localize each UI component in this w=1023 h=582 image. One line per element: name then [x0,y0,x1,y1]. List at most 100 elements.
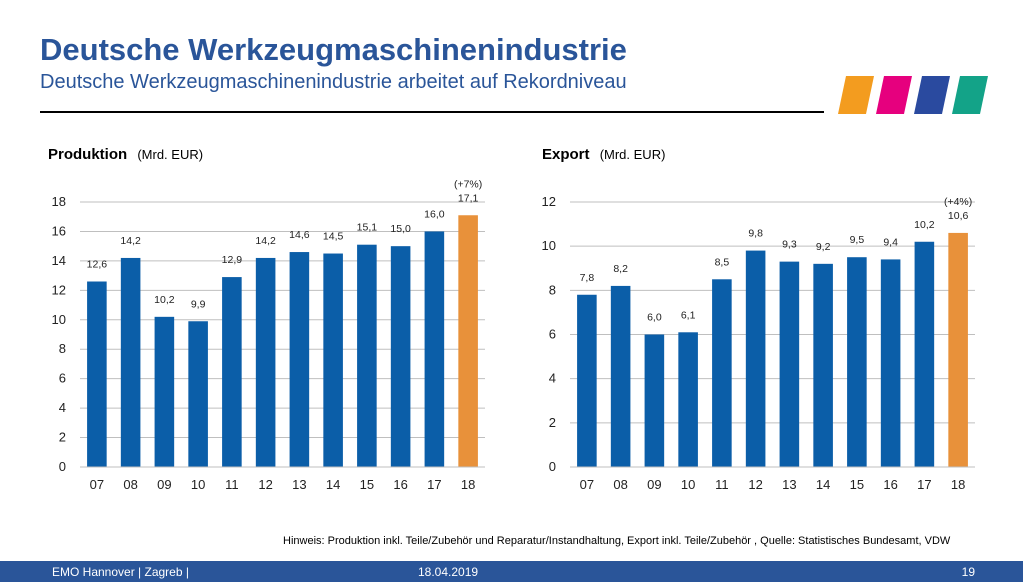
export-bar-15 [847,257,867,467]
export-data-label: 6,1 [681,309,696,321]
logo-stripe-blue [914,76,950,114]
production-x-tick-label: 15 [360,477,374,492]
production-x-tick-label: 09 [157,477,171,492]
export-x-tick-label: 14 [816,477,830,492]
production-y-tick-label: 10 [52,312,66,327]
production-chart-title: Produktion [48,146,128,163]
production-data-label: 16,0 [424,208,445,220]
production-bar-13 [289,252,310,467]
export-bar-12 [745,250,766,467]
export-bar-13 [779,261,800,467]
production-data-label: 15,0 [390,223,411,235]
export-y-tick-label: 6 [549,327,556,342]
production-bar-08 [120,257,141,467]
export-data-label: 10,6 [948,210,969,222]
production-x-tick-label: 13 [292,477,306,492]
export-chart-heading: Export (Mrd. EUR) [542,147,665,162]
export-growth-annotation: (+4%) [944,196,972,208]
export-x-tick-label: 09 [647,477,661,492]
export-data-label: 10,2 [914,219,935,231]
export-data-label: 9,5 [850,234,865,246]
production-bar-15 [357,244,377,467]
production-data-label: 14,5 [323,231,344,243]
production-bar-14 [323,253,343,467]
production-data-label: 12,6 [87,259,108,271]
production-x-tick-label: 14 [326,477,340,492]
export-bar-18 [948,232,968,467]
footer-event: EMO Hannover | Zagreb | [52,565,189,579]
export-x-tick-label: 18 [951,477,965,492]
title-divider [40,111,824,113]
production-bar-18 [458,215,478,467]
production-data-label: 14,2 [120,235,141,247]
page-title: Deutsche Werkzeugmaschinenindustrie [40,32,627,67]
export-bar-08 [610,285,631,467]
export-data-label: 9,3 [782,239,797,251]
production-bar-12 [255,257,276,467]
production-y-tick-label: 14 [52,253,66,268]
production-y-tick-label: 18 [52,194,66,209]
production-bar-10 [188,321,208,467]
production-data-label: 12,9 [222,254,243,266]
production-x-tick-label: 17 [427,477,441,492]
export-data-label: 8,2 [613,263,628,275]
export-data-label: 7,8 [580,272,595,284]
production-chart-heading: Produktion (Mrd. EUR) [48,147,203,162]
logo-stripe-orange [838,76,874,114]
export-bar-14 [813,263,833,467]
export-x-tick-label: 17 [917,477,931,492]
export-data-label: 8,5 [715,256,730,268]
export-x-tick-label: 10 [681,477,695,492]
production-bar-07 [87,281,107,467]
export-bar-17 [914,241,935,467]
export-x-tick-label: 08 [613,477,627,492]
export-bar-07 [577,294,597,467]
production-y-tick-label: 0 [59,459,66,474]
production-y-tick-label: 16 [52,223,66,238]
page-number: 19 [961,565,975,579]
production-x-tick-label: 12 [258,477,272,492]
export-y-tick-label: 10 [542,238,556,253]
export-y-tick-label: 12 [542,194,556,209]
export-x-tick-label: 12 [748,477,762,492]
production-bar-11 [222,277,242,467]
production-y-tick-label: 6 [59,371,66,386]
export-x-tick-label: 13 [782,477,796,492]
production-chart-unit: (Mrd. EUR) [137,147,204,162]
export-data-label: 9,2 [816,241,831,253]
production-x-tick-label: 07 [90,477,104,492]
export-x-tick-label: 16 [883,477,897,492]
production-y-tick-label: 8 [59,341,66,356]
export-bar-16 [880,259,901,467]
production-x-tick-label: 16 [393,477,407,492]
production-data-label: 10,2 [154,294,175,306]
logo-stripe-magenta [876,76,912,114]
export-y-tick-label: 2 [549,415,556,430]
logo-stripe-green [952,76,988,114]
production-growth-annotation: (+7%) [454,178,482,190]
production-data-label: 9,9 [191,298,206,310]
brand-logo [838,76,988,114]
production-x-tick-label: 08 [123,477,137,492]
production-data-label: 17,1 [458,192,479,204]
production-x-tick-label: 10 [191,477,205,492]
export-bar-10 [678,332,698,467]
production-y-tick-label: 4 [59,400,66,415]
production-data-label: 14,6 [289,229,310,241]
export-y-tick-label: 4 [549,371,556,386]
production-data-label: 15,1 [357,222,378,234]
production-bar-09 [154,316,175,467]
export-bar-chart: 0 2 4 6 8 10 12 7,8 07 8,2 08 6,0 09 6,1 10 8,5 11 9,8 12 9… [542,194,975,492]
export-chart-unit: (Mrd. EUR) [599,147,666,162]
export-x-tick-label: 15 [850,477,864,492]
export-chart-title: Export [542,146,590,163]
footer-bar: EMO Hannover | Zagreb | 18.04.2019 19 [0,561,1023,582]
production-bar-17 [424,231,445,467]
production-bar-16 [390,246,411,467]
production-data-label: 14,2 [255,235,276,247]
export-bar-11 [712,279,732,467]
export-y-tick-label: 8 [549,282,556,297]
export-bar-09 [644,334,665,467]
export-data-label: 9,8 [748,228,763,240]
export-x-tick-label: 07 [580,477,594,492]
